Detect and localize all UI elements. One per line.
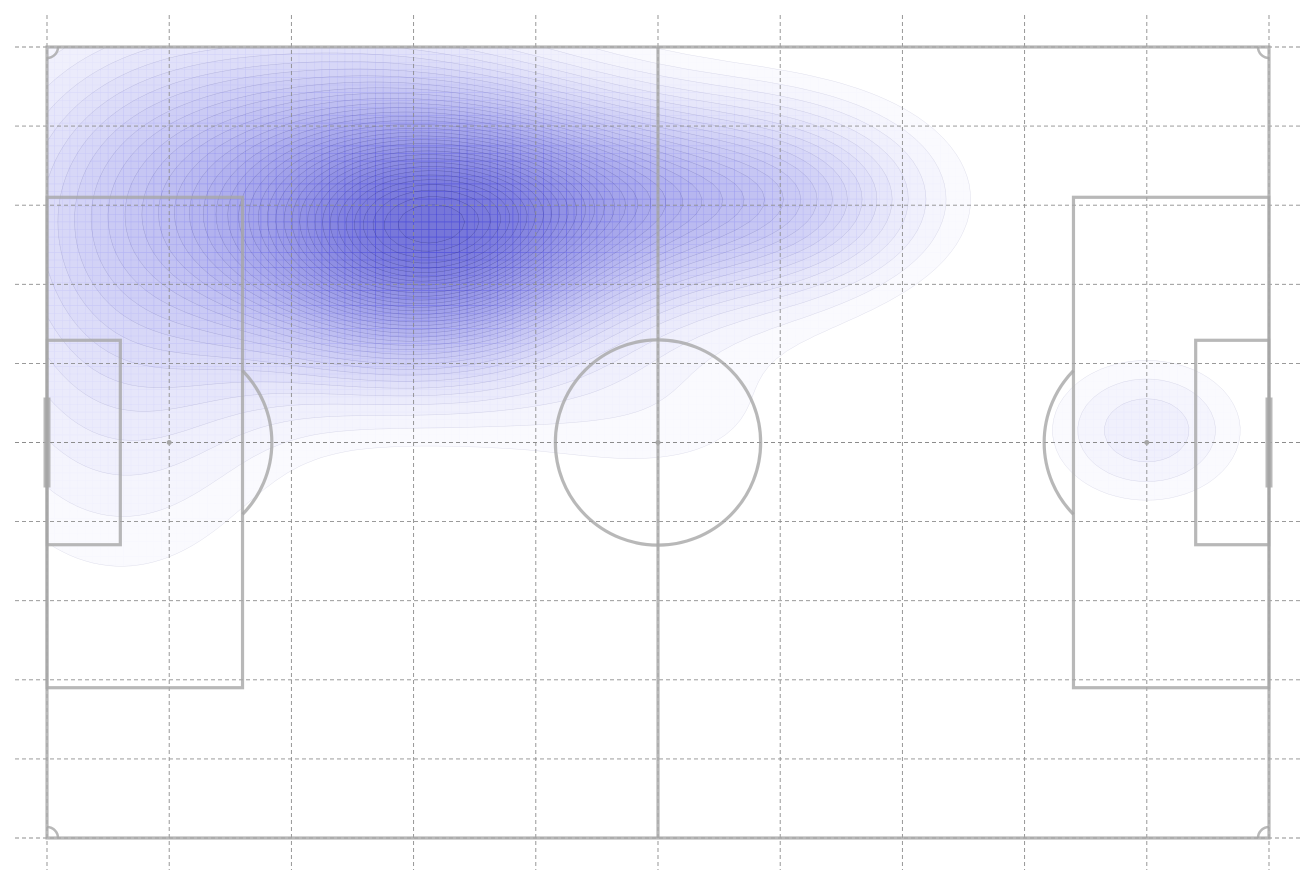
corner-arc-top-left bbox=[46, 46, 60, 60]
density-contour-line bbox=[314, 158, 552, 290]
density-contour-line bbox=[354, 179, 510, 269]
density-contour-line bbox=[90, 75, 818, 365]
density-contour-line bbox=[299, 150, 569, 297]
density-contour-line bbox=[398, 204, 465, 244]
density-contour-line bbox=[329, 166, 536, 282]
density-contour-line bbox=[238, 124, 638, 323]
density-contours bbox=[46, 46, 1241, 567]
density-contour-line bbox=[74, 68, 833, 370]
center-spot bbox=[655, 440, 661, 445]
density-contour-line bbox=[46, 46, 878, 389]
density-contour-line bbox=[384, 196, 480, 252]
density-contour-line bbox=[215, 116, 666, 330]
density-contour-line bbox=[107, 81, 802, 360]
density-contour-line bbox=[227, 120, 652, 326]
density-contour-line bbox=[158, 98, 745, 346]
corner-arc-bottom-left bbox=[46, 825, 60, 839]
density-contour-line bbox=[267, 135, 605, 312]
density-contour-line bbox=[57, 61, 848, 376]
density-contour-line bbox=[46, 46, 893, 412]
pitch-markings bbox=[43, 45, 1273, 840]
left-penalty-arc bbox=[241, 369, 274, 516]
left-penalty-spot bbox=[166, 440, 172, 445]
density-contour-line bbox=[345, 174, 519, 273]
density-contour-line bbox=[275, 139, 595, 308]
density-contour-line bbox=[322, 162, 544, 286]
density-contour-line bbox=[124, 87, 784, 355]
density-contour-line bbox=[202, 111, 684, 334]
density-contour-line bbox=[141, 92, 765, 351]
density-contour-line bbox=[46, 52, 863, 382]
density-contour-line bbox=[248, 128, 626, 319]
density-contour-line bbox=[189, 107, 703, 338]
density-contour-line bbox=[174, 102, 724, 342]
center-circle bbox=[553, 338, 763, 547]
right-penalty-spot bbox=[1144, 440, 1150, 445]
density-contour-line bbox=[363, 184, 501, 264]
density-contour-line bbox=[372, 189, 491, 258]
corner-arc-top-right bbox=[1256, 46, 1270, 60]
right-penalty-arc bbox=[1042, 369, 1075, 516]
density-contour-line bbox=[258, 131, 615, 315]
density-contour-line bbox=[291, 146, 577, 301]
density-contour-line bbox=[337, 170, 528, 278]
corner-arc-bottom-right bbox=[1256, 825, 1270, 839]
density-contour-line bbox=[283, 143, 586, 304]
density-contour-line bbox=[307, 154, 561, 294]
